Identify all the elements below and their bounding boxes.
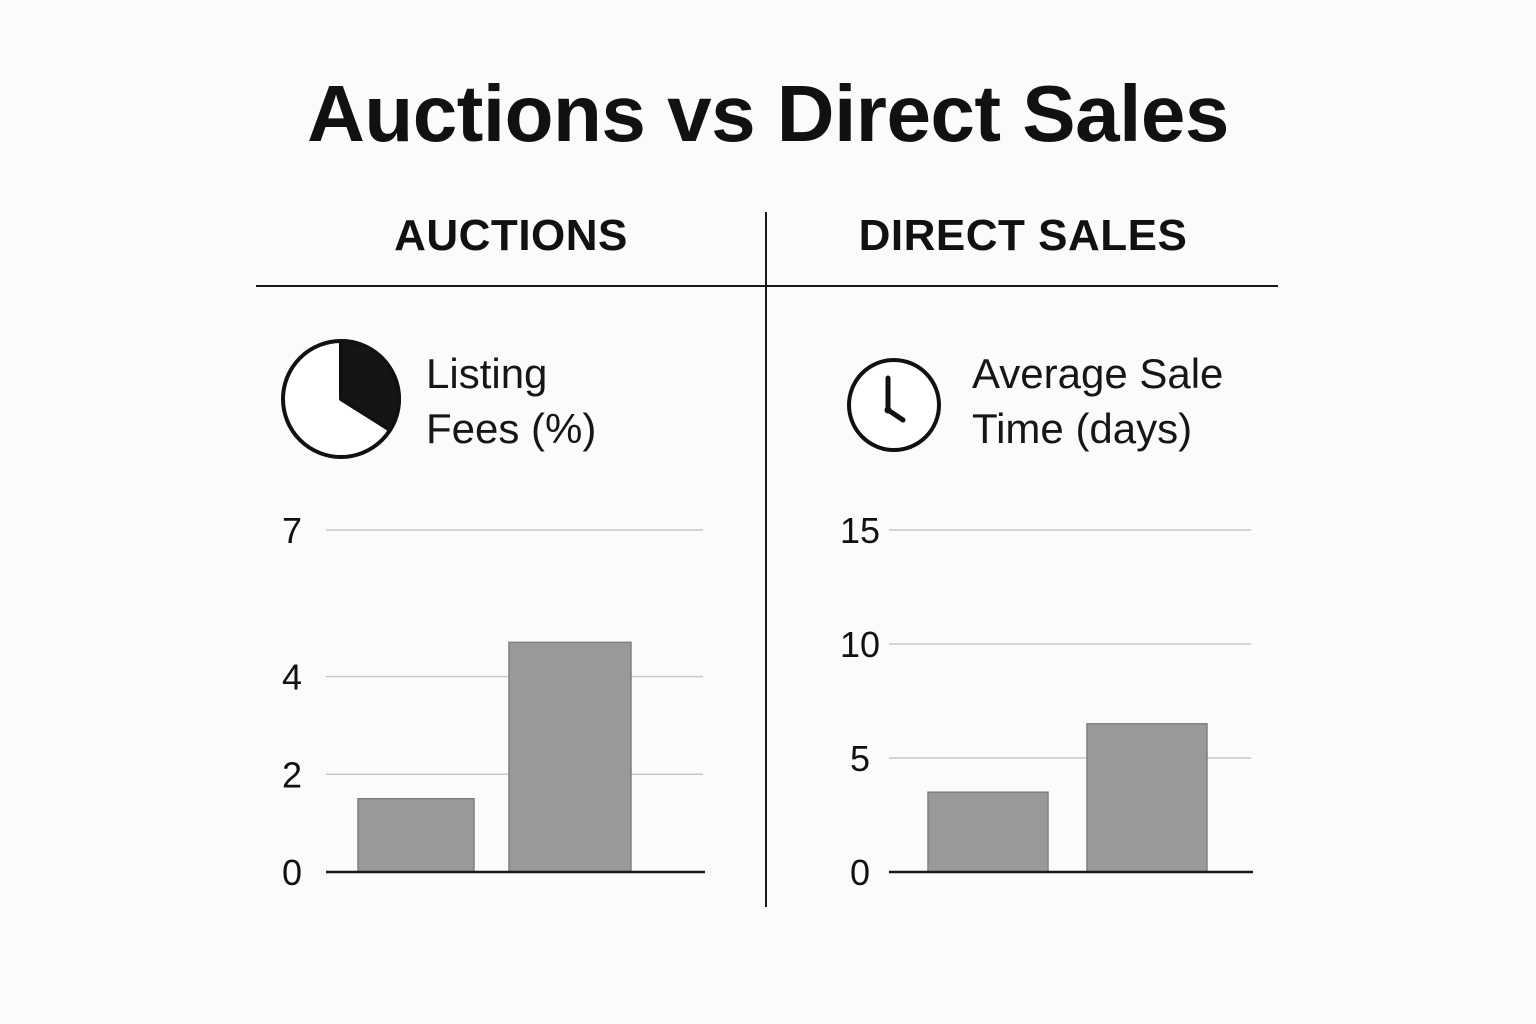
y-tick-label: 0 [850,852,870,893]
pie-chart-icon [280,338,402,460]
header-divider [256,285,1278,287]
average-sale-time-label: Average Sale Time (days) [972,346,1223,456]
bar [927,791,1049,873]
average-sale-time-label-line2: Time (days) [972,405,1193,452]
y-tick-label: 15 [840,510,880,551]
y-tick-label: 5 [850,738,870,779]
average-sale-time-label-line1: Average Sale [972,350,1224,397]
sale-time-chart: 0 5 10 15 [820,500,1270,900]
listing-fees-label: Listing Fees (%) [426,346,596,456]
page-title: Auctions vs Direct Sales [307,69,1229,158]
y-tick-label: 10 [840,624,880,665]
column-divider [765,212,767,907]
listing-fees-chart: 0 2 4 7 [270,500,720,900]
sale-time-chart-svg: 0 5 10 15 [840,510,1253,893]
clock-icon [845,356,943,454]
y-tick-label: 0 [282,852,302,893]
bar [357,797,475,873]
bar [508,641,632,873]
y-tick-label: 2 [282,754,302,795]
bar [1086,723,1208,873]
listing-fees-label-line2: Fees (%) [426,405,597,452]
direct-sales-heading: DIRECT SALES [858,211,1188,260]
y-tick-label: 7 [282,510,302,551]
y-tick-label: 4 [282,657,302,698]
auctions-heading: AUCTIONS [394,211,628,260]
listing-fees-label-line1: Listing [426,350,548,397]
listing-fees-chart-svg: 0 2 4 7 [282,510,705,893]
